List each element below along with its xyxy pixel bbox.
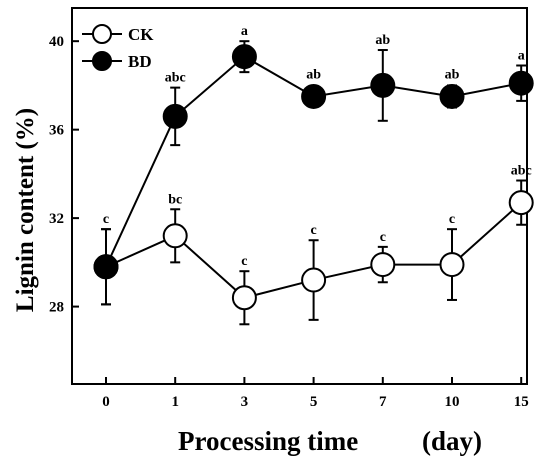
data-point-ck bbox=[162, 223, 188, 249]
x-tick-label: 10 bbox=[445, 394, 460, 410]
significance-label: c bbox=[449, 212, 455, 227]
legend-label: CK bbox=[128, 25, 154, 44]
data-point-ck bbox=[439, 252, 465, 278]
y-tick-label: 32 bbox=[49, 211, 64, 227]
data-point-bd bbox=[508, 70, 534, 96]
data-point-ck bbox=[370, 252, 396, 278]
legend-marker bbox=[92, 24, 112, 44]
data-point-bd bbox=[439, 83, 465, 109]
significance-label: ab bbox=[445, 67, 460, 82]
legend-marker bbox=[92, 51, 112, 71]
data-point-bd bbox=[370, 72, 396, 98]
y-axis-title: Lignin content (%) bbox=[12, 108, 39, 312]
data-point-bd bbox=[162, 103, 188, 129]
x-tick-label: 7 bbox=[379, 394, 387, 410]
y-tick-label: 28 bbox=[49, 300, 64, 316]
significance-label: c bbox=[380, 230, 386, 245]
x-tick-label: 15 bbox=[514, 394, 529, 410]
x-tick-label: 0 bbox=[102, 394, 110, 410]
legend-label: BD bbox=[128, 52, 152, 71]
data-point-bd bbox=[231, 44, 257, 70]
data-point-bd bbox=[93, 254, 119, 280]
data-point-ck bbox=[231, 285, 257, 311]
data-point-ck bbox=[301, 267, 327, 293]
significance-label: abc bbox=[511, 164, 532, 179]
significance-label: bc bbox=[168, 192, 182, 207]
significance-label: a bbox=[241, 24, 248, 39]
x-tick-label: 3 bbox=[241, 394, 249, 410]
significance-label: abc bbox=[165, 71, 186, 86]
significance-label: c bbox=[310, 223, 316, 238]
significance-label: ab bbox=[306, 67, 321, 82]
x-tick-label: 5 bbox=[310, 394, 318, 410]
data-point-ck bbox=[508, 190, 534, 216]
legend: CK BD bbox=[82, 24, 154, 71]
x-axis-unit: (day) bbox=[422, 426, 482, 456]
significance-label: c bbox=[241, 254, 247, 269]
significance-label: a bbox=[518, 49, 525, 64]
y-tick-label: 36 bbox=[49, 123, 65, 139]
significance-labels: c bc c c c c abc abc a ab ab ab a bbox=[103, 24, 532, 269]
data-point-bd bbox=[301, 83, 327, 109]
x-tick-label: 1 bbox=[171, 394, 179, 410]
significance-label: ab bbox=[375, 33, 390, 48]
y-tick-label: 40 bbox=[49, 34, 64, 50]
series-markers bbox=[93, 44, 534, 311]
x-axis-title: Processing time bbox=[178, 426, 358, 456]
significance-label: c bbox=[103, 212, 109, 227]
